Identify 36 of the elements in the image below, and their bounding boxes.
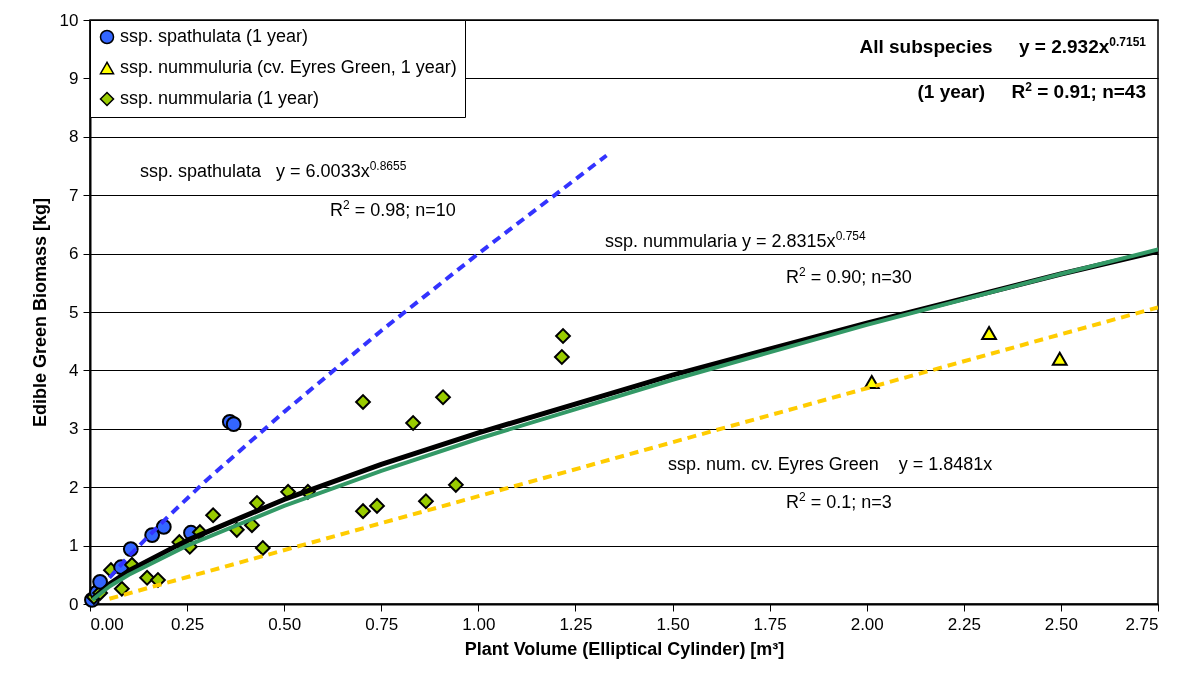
y-tick-label: 6 bbox=[69, 244, 79, 264]
annotation: R$^{2}$ = 0.90; n=30 bbox=[786, 265, 912, 287]
x-tick-label: 1.50 bbox=[656, 614, 690, 634]
y-tick-label: 3 bbox=[69, 419, 79, 439]
x-tick-label: 2.25 bbox=[947, 614, 981, 634]
y-tick-label: 10 bbox=[59, 10, 79, 30]
x-tick-label: 2.00 bbox=[850, 614, 884, 634]
y-tick-label: 2 bbox=[69, 477, 79, 497]
y-tick-label: 5 bbox=[69, 302, 79, 322]
annotation: R$^{2}$ = 0.1; n=3 bbox=[786, 490, 892, 512]
legend-label: ssp. nummuluria (cv. Eyres Green, 1 year) bbox=[120, 57, 457, 77]
annotation: ssp. spathulata y = 6.0033x$^{0.8655}$ bbox=[140, 159, 407, 181]
y-tick-label: 0 bbox=[69, 594, 79, 614]
x-tick-label: 0.25 bbox=[171, 614, 205, 634]
x-tick-label: 1.00 bbox=[462, 614, 496, 634]
x-tick-label: 2.75 bbox=[1125, 614, 1159, 634]
annotation: All subspecies y = 2.932x$^{0.7151}$ bbox=[859, 35, 1146, 58]
annotation: R$^{2}$ = 0.98; n=10 bbox=[330, 198, 456, 220]
x-tick-label: 1.25 bbox=[559, 614, 593, 634]
annotation: ssp. num. cv. Eyres Green y = 1.8481x bbox=[668, 454, 993, 474]
x-tick-label: 0.00 bbox=[90, 614, 124, 634]
annotation: (1 year) R$^{2}$ = 0.91; n=43 bbox=[917, 80, 1146, 103]
legend-label: ssp. nummularia (1 year) bbox=[120, 88, 320, 108]
x-tick-label: 2.50 bbox=[1044, 614, 1078, 634]
x-tick-label: 0.75 bbox=[365, 614, 399, 634]
annotation: ssp. nummularia y = 2.8315x$^{0.754}$ bbox=[605, 229, 866, 251]
y-axis-title: Edible Green Biomass [kg] bbox=[29, 197, 50, 428]
x-tick-label: 1.75 bbox=[753, 614, 787, 634]
y-tick-label: 4 bbox=[69, 360, 79, 380]
y-tick-label: 9 bbox=[69, 68, 79, 88]
x-axis-title: Plant Volume (Elliptical Cylinder) [m³] bbox=[464, 638, 785, 659]
y-tick-label: 7 bbox=[69, 185, 79, 205]
legend-label: ssp. spathulata (1 year) bbox=[120, 26, 309, 46]
y-tick-label: 1 bbox=[69, 536, 79, 556]
x-tick-label: 0.50 bbox=[268, 614, 302, 634]
y-tick-label: 8 bbox=[69, 127, 79, 147]
